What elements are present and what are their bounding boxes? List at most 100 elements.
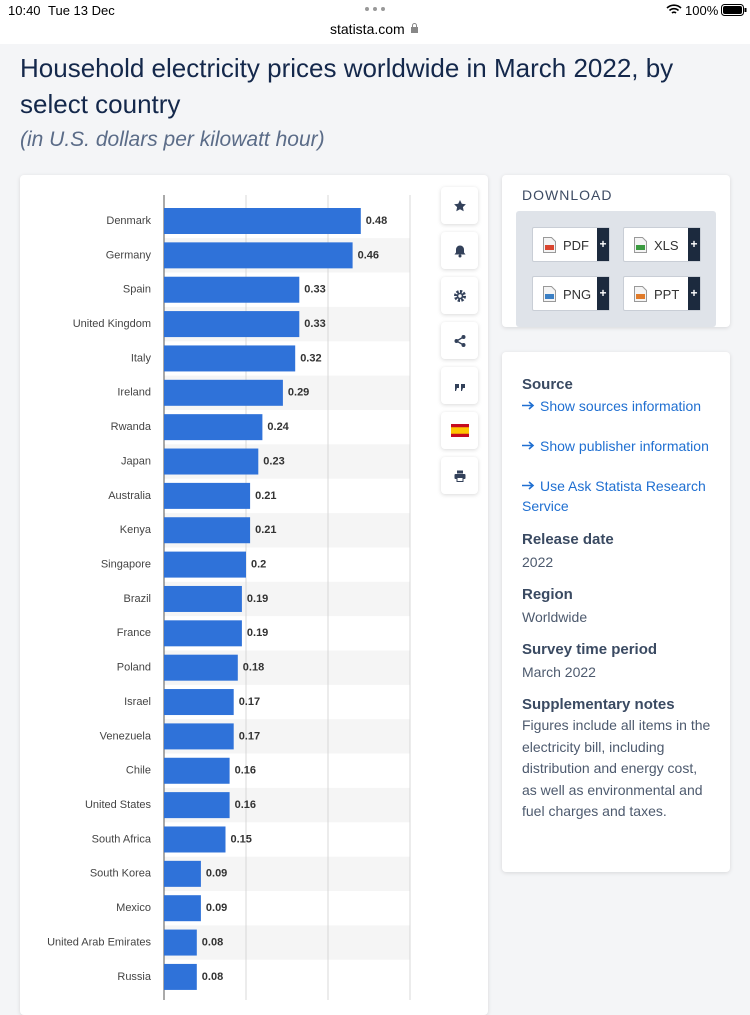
download-heading: DOWNLOAD	[522, 187, 613, 203]
y-tick-label: Mexico	[116, 902, 151, 914]
bar	[164, 448, 259, 475]
cite-button[interactable]	[441, 367, 478, 404]
button-label[interactable]: XLS	[654, 238, 679, 253]
bar	[164, 482, 251, 509]
value-label: 0.17	[239, 696, 260, 708]
y-tick-label: Germany	[106, 249, 152, 261]
link-text[interactable]: Show publisher information	[540, 438, 709, 454]
y-tick-label: Chile	[126, 765, 151, 777]
value-label: 0.19	[247, 627, 268, 639]
battery-level: 100%	[685, 3, 719, 18]
bar	[164, 242, 353, 269]
y-tick-label: Italy	[131, 352, 152, 364]
page-title: Household electricity prices worldwide i…	[20, 53, 674, 119]
plus-sign[interactable]: +	[688, 277, 700, 310]
download-button[interactable]: PDF +	[532, 227, 610, 262]
bar	[164, 723, 234, 750]
menu-dots[interactable]	[364, 6, 386, 12]
value-label: 0.33	[304, 318, 325, 330]
y-tick-label: Kenya	[120, 524, 152, 536]
bar	[164, 345, 296, 372]
link-text[interactable]: Show sources information	[540, 398, 702, 414]
bar	[164, 792, 230, 819]
bar	[164, 895, 201, 922]
bar	[164, 860, 201, 887]
bar	[164, 208, 361, 234]
region-value: Worldwide	[522, 609, 588, 625]
y-tick-label: Denmark	[106, 215, 151, 227]
y-tick-label: Brazil	[123, 593, 151, 605]
value-label: 0.21	[255, 490, 276, 502]
alert-button[interactable]	[441, 232, 478, 269]
bar	[164, 311, 300, 338]
bar	[164, 585, 242, 612]
value-label: 0.19	[247, 593, 268, 605]
value-label: 0.21	[255, 524, 276, 536]
download-button[interactable]: XLS +	[623, 227, 701, 262]
row-stripe	[164, 856, 410, 892]
bar	[164, 757, 230, 784]
button-label[interactable]: PPT	[654, 287, 680, 302]
plus-sign[interactable]: +	[597, 228, 609, 261]
url[interactable]: statista.com	[330, 21, 405, 37]
settings-button[interactable]	[441, 277, 478, 314]
favorite-button[interactable]	[441, 187, 478, 224]
language-button[interactable]	[441, 412, 478, 449]
lock-icon	[411, 23, 418, 33]
chart: Denmark 0.48 Germany 0.46 Spain 0.33 United Ki…	[47, 195, 411, 1000]
page-subtitle: (in U.S. dollars per kilowatt hour)	[20, 128, 325, 151]
file-icon	[634, 286, 647, 302]
bar	[164, 517, 251, 544]
file-icon	[543, 286, 556, 302]
y-tick-label: Spain	[123, 284, 151, 296]
source-link[interactable]: Use Ask Statista Research Service	[522, 476, 712, 516]
bar	[164, 414, 263, 441]
link-text[interactable]: Use Ask Statista Research Service	[522, 478, 706, 514]
date: Tue 13 Dec	[48, 3, 115, 18]
value-label: 0.16	[235, 799, 256, 811]
row-stripe	[164, 925, 410, 960]
bar	[164, 963, 197, 990]
source-link[interactable]: Show sources information	[522, 396, 712, 416]
value-label: 0.23	[263, 455, 284, 467]
bar	[164, 929, 197, 956]
value-label: 0.24	[267, 421, 289, 433]
bar	[164, 654, 238, 681]
plus-sign[interactable]: +	[597, 277, 609, 310]
source-link[interactable]: Show publisher information	[522, 436, 712, 456]
battery-icon	[721, 4, 747, 16]
y-tick-label: Rwanda	[111, 421, 152, 433]
clock: 10:40	[8, 3, 41, 18]
y-tick-label: Poland	[117, 662, 151, 674]
value-label: 0.17	[239, 730, 260, 742]
value-label: 0.15	[231, 833, 252, 845]
value-label: 0.18	[243, 662, 264, 674]
wifi-icon	[666, 4, 682, 14]
y-tick-label: Russia	[117, 971, 152, 983]
y-tick-label: United Kingdom	[73, 318, 151, 330]
y-tick-label: United Arab Emirates	[47, 936, 151, 948]
button-label[interactable]: PNG	[563, 287, 592, 302]
value-label: 0.08	[202, 936, 223, 948]
file-icon	[543, 237, 556, 253]
value-label: 0.08	[202, 971, 223, 983]
bar	[164, 689, 234, 716]
print-button[interactable]	[441, 457, 478, 494]
download-button[interactable]: PNG +	[532, 276, 610, 311]
file-icon	[634, 237, 647, 253]
share-button[interactable]	[441, 322, 478, 359]
download-button[interactable]: PPT +	[623, 276, 701, 311]
survey-value: March 2022	[522, 664, 596, 680]
notes-value: Figures include all items in the electri…	[522, 717, 711, 819]
value-label: 0.16	[235, 765, 256, 777]
plus-sign[interactable]: +	[688, 228, 700, 261]
y-tick-label: South Africa	[92, 833, 152, 845]
bar	[164, 276, 300, 303]
button-label[interactable]: PDF	[563, 238, 589, 253]
y-tick-label: France	[117, 627, 151, 639]
bar	[164, 379, 283, 406]
y-tick-label: Singapore	[101, 559, 151, 571]
value-label: 0.32	[300, 352, 321, 364]
chart-card: Denmark 0.48 Germany 0.46 Spain 0.33 United Ki…	[20, 175, 488, 1015]
